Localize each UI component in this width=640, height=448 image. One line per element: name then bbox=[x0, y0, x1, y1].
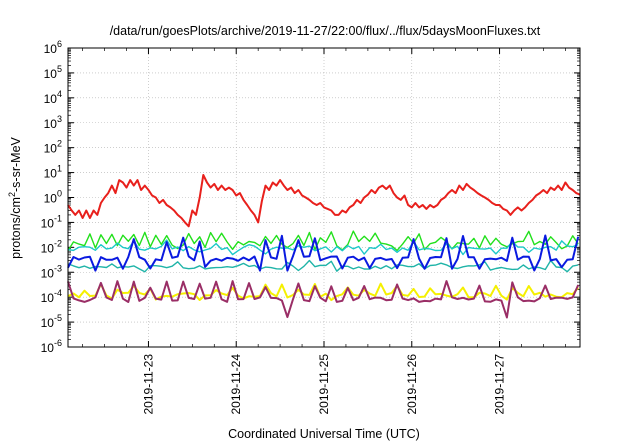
y-axis-label-main: protons/cm bbox=[9, 197, 23, 259]
y-tick-label: 106 bbox=[44, 39, 62, 56]
y-tick-label: 10-6 bbox=[41, 338, 62, 355]
series-line-1 bbox=[67, 174, 581, 228]
x-tick-label: 2019-11-26 bbox=[405, 354, 419, 415]
x-axis-label: Coordinated Universal Time (UTC) bbox=[228, 427, 420, 441]
y-tick-label: 100 bbox=[44, 189, 62, 206]
y-tick-label: 10-3 bbox=[41, 263, 62, 280]
y-tick-label: 10-1 bbox=[41, 213, 62, 230]
y-tick-label: 10-4 bbox=[41, 288, 62, 305]
y-tick-label: 104 bbox=[44, 89, 62, 106]
y-tick-label: 103 bbox=[44, 114, 62, 131]
y-tick-label: 10-2 bbox=[41, 238, 62, 255]
series-line-2 bbox=[67, 230, 579, 252]
x-tick-label: 2019-11-25 bbox=[317, 354, 331, 415]
series-line-7 bbox=[67, 280, 580, 319]
x-tick-label: 2019-11-27 bbox=[493, 354, 507, 415]
x-axis-ticks: 2019-11-23 2019-11-24 2019-11-25 2019-11-26… bbox=[82, 48, 566, 415]
plot-frame bbox=[67, 47, 581, 348]
data-series bbox=[67, 174, 581, 319]
y-tick-label: 101 bbox=[44, 164, 62, 181]
y-tick-label: 10-5 bbox=[41, 313, 62, 330]
x-tick-label: 2019-11-24 bbox=[229, 354, 243, 415]
y-axis-label-superscript: 2 bbox=[7, 192, 17, 197]
y-axis-label: protons/cm2-s-sr-MeV bbox=[7, 136, 23, 258]
y-axis-label-rest: -s-sr-MeV bbox=[9, 136, 23, 192]
series-line-5 bbox=[67, 234, 580, 272]
y-tick-label: 102 bbox=[44, 139, 62, 156]
y-tick-label: 105 bbox=[44, 64, 62, 81]
x-tick-label: 2019-11-23 bbox=[141, 354, 155, 415]
chart-title: /data/run/goesPlots/archive/2019-11-27/2… bbox=[110, 24, 541, 38]
series-line-3 bbox=[67, 239, 579, 256]
